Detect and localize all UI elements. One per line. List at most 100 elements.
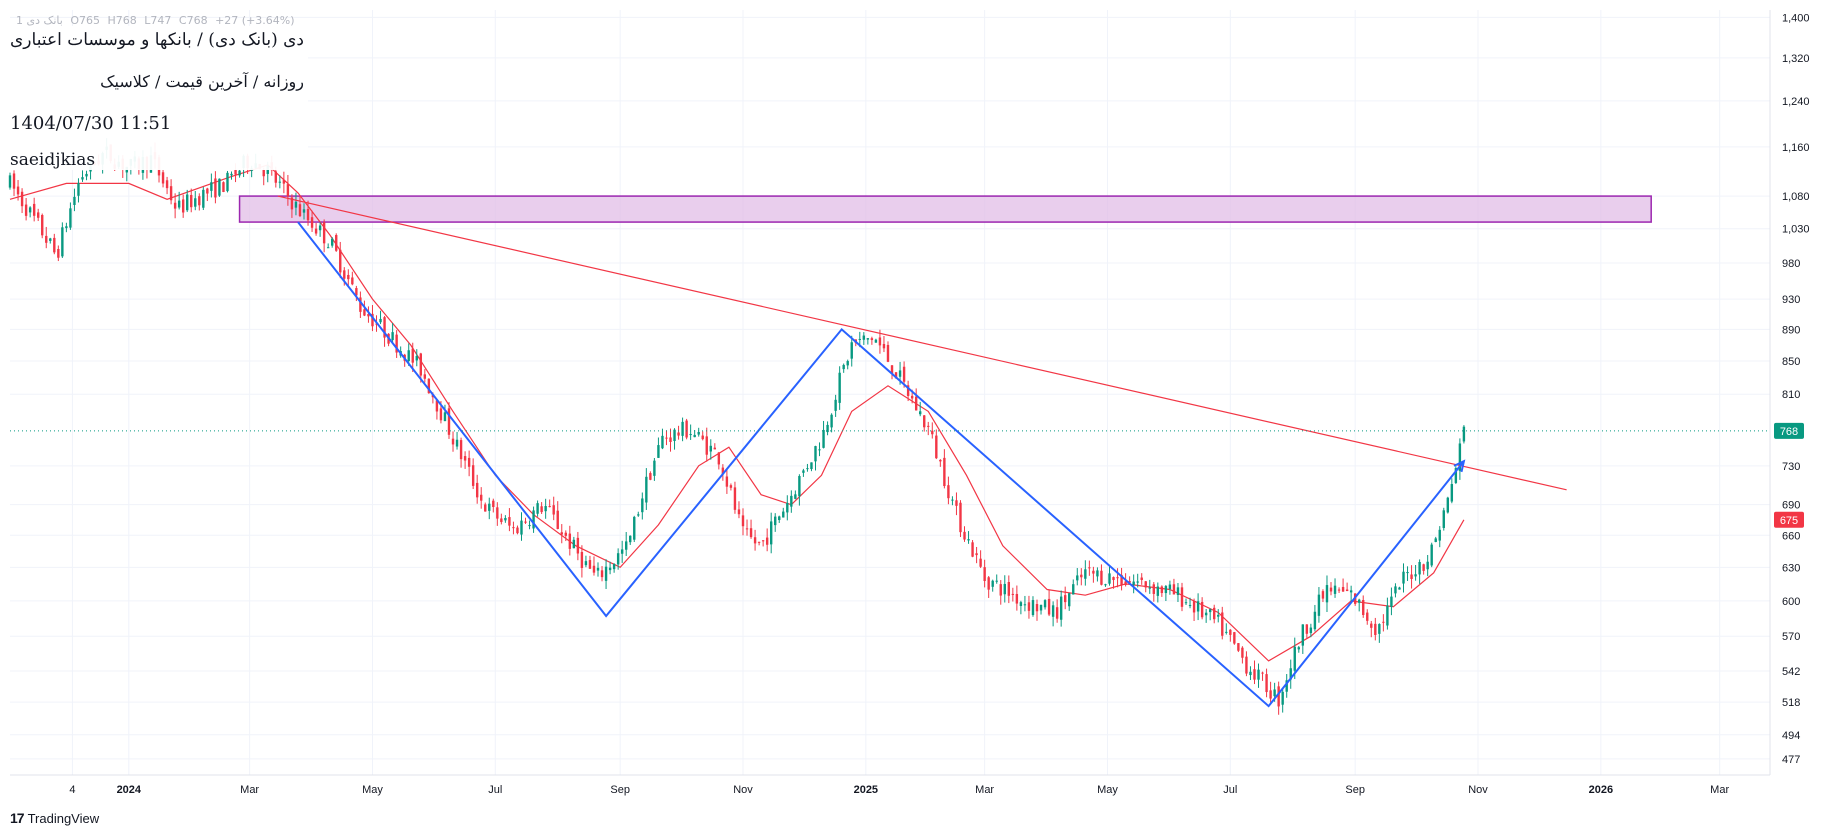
candle-body bbox=[1261, 672, 1264, 674]
candle-body bbox=[1229, 629, 1232, 635]
candle-body bbox=[886, 344, 890, 362]
candle-body bbox=[1104, 584, 1107, 586]
candle-body bbox=[415, 355, 418, 361]
candlestick-series[interactable] bbox=[8, 138, 1466, 715]
candle-body bbox=[1362, 600, 1365, 615]
candle-body bbox=[1112, 577, 1115, 581]
candle-body bbox=[528, 525, 531, 527]
candle-body bbox=[1337, 589, 1341, 591]
candle-body bbox=[862, 335, 866, 340]
candle-body bbox=[1023, 604, 1027, 606]
resistance-zone[interactable] bbox=[238, 195, 1652, 223]
candle-body bbox=[894, 372, 898, 379]
candle-body bbox=[580, 552, 584, 568]
candle-body bbox=[999, 584, 1002, 596]
candle-body bbox=[802, 470, 805, 473]
tradingview-logo-icon: 17 bbox=[10, 810, 25, 826]
candle-body bbox=[536, 503, 539, 514]
candle-body bbox=[874, 339, 878, 343]
candle-body bbox=[870, 338, 874, 341]
candle-body bbox=[625, 541, 628, 550]
candle-body bbox=[1124, 581, 1127, 586]
candle-body bbox=[645, 476, 648, 503]
candle-body bbox=[975, 553, 978, 556]
ma-value-label-bg bbox=[1774, 511, 1804, 528]
candle-body bbox=[697, 431, 700, 435]
candle-body bbox=[749, 528, 753, 538]
candle-body bbox=[1265, 674, 1268, 693]
candle-body bbox=[1386, 605, 1389, 626]
candle-body bbox=[556, 510, 559, 529]
candle-body bbox=[500, 518, 503, 523]
candle-body bbox=[641, 498, 644, 513]
candle-body bbox=[1366, 612, 1369, 621]
candle-body bbox=[1442, 510, 1445, 528]
candle-body bbox=[532, 510, 535, 529]
time-tick-label: 2024 bbox=[117, 784, 142, 796]
candle-body bbox=[649, 473, 652, 480]
price-tick-label: 890 bbox=[1782, 324, 1800, 336]
descending-trendline[interactable] bbox=[277, 195, 1567, 491]
candle-body bbox=[963, 531, 966, 540]
price-tick-label: 494 bbox=[1782, 730, 1800, 742]
price-axis[interactable]: 1,400 1,320 1,240 1,160 1,080 1,030 980 930 890 8… bbox=[1774, 12, 1810, 766]
candle-body bbox=[496, 507, 499, 519]
candle-body bbox=[1233, 632, 1236, 644]
candle-body bbox=[717, 452, 721, 465]
candle-body bbox=[1148, 587, 1151, 589]
candle-body bbox=[161, 172, 165, 184]
candle-body bbox=[226, 172, 229, 192]
candle-body bbox=[367, 313, 370, 317]
zigzag-polyline bbox=[297, 221, 1465, 708]
chart-info-panel: دی (بانک دی) / بانکها و موسسات اعتباری ر… bbox=[6, 26, 308, 170]
candle-body bbox=[1434, 538, 1437, 542]
ma-value-label: 675 bbox=[1780, 515, 1798, 527]
candle-body bbox=[459, 440, 463, 460]
candle-body bbox=[298, 204, 302, 217]
time-tick-label: Mar bbox=[975, 784, 994, 796]
tradingview-branding[interactable]: 17 TradingView bbox=[10, 810, 99, 826]
time-tick-label: Mar bbox=[240, 784, 259, 796]
candle-body bbox=[480, 494, 483, 501]
chart-title: دی (بانک دی) / بانکها و موسسات اعتباری bbox=[10, 30, 304, 50]
candle-body bbox=[1378, 624, 1381, 634]
close-value: C768 bbox=[178, 14, 208, 27]
candle-body bbox=[878, 337, 882, 346]
time-tick-label: Sep bbox=[610, 784, 630, 796]
candle-body bbox=[822, 429, 825, 448]
time-axis[interactable]: 4 2024 Mar May Jul Sep Nov 2025 Mar May Jul Sep Nov 2… bbox=[69, 784, 1729, 796]
candle-body bbox=[1132, 581, 1135, 585]
price-tick-label: 930 bbox=[1782, 294, 1800, 306]
price-tick-label: 630 bbox=[1782, 562, 1800, 574]
candle-body bbox=[769, 521, 773, 545]
candle-body bbox=[987, 577, 990, 590]
candle-body bbox=[713, 447, 717, 450]
moving-average-line[interactable] bbox=[9, 164, 1465, 662]
candle-body bbox=[612, 563, 616, 570]
price-tick-label: 810 bbox=[1782, 389, 1800, 401]
candle-body bbox=[979, 558, 982, 567]
candle-body bbox=[1329, 587, 1333, 592]
candle-body bbox=[488, 503, 491, 511]
candle-body bbox=[1184, 602, 1188, 604]
candle-body bbox=[326, 247, 330, 249]
candle-body bbox=[322, 222, 326, 244]
candle-body bbox=[1031, 600, 1035, 615]
time-tick-label: 2026 bbox=[1589, 784, 1613, 796]
candle-body bbox=[866, 338, 870, 340]
candle-body bbox=[947, 485, 950, 499]
candle-body bbox=[45, 235, 48, 243]
zigzag-arrowhead bbox=[1453, 459, 1466, 473]
candle-body bbox=[1156, 586, 1160, 596]
candle-body bbox=[1196, 601, 1200, 612]
candle-body bbox=[1349, 590, 1353, 593]
candle-body bbox=[492, 500, 495, 508]
candle-body bbox=[359, 297, 362, 312]
zigzag-pattern-line[interactable] bbox=[297, 221, 1466, 708]
candle-body bbox=[1273, 689, 1276, 697]
candle-body bbox=[520, 520, 523, 535]
candle-body bbox=[560, 532, 563, 535]
candle-body bbox=[790, 495, 793, 507]
candle-body bbox=[576, 537, 580, 554]
